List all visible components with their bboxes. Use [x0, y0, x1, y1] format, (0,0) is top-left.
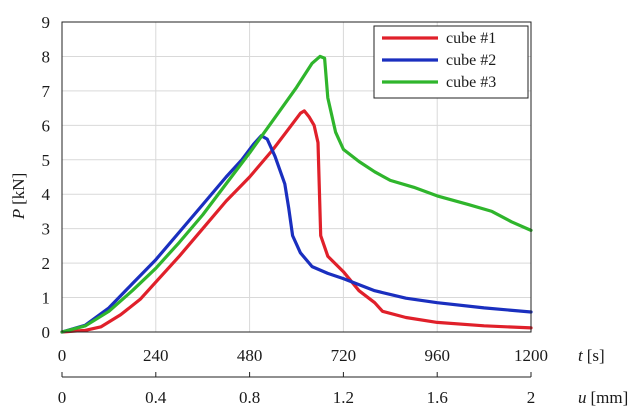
legend-label-1: cube #1 — [446, 30, 496, 47]
y-tick-label: 7 — [42, 82, 51, 101]
series-line-2 — [60, 134, 533, 334]
series-layer — [60, 54, 533, 334]
y-tick-label: 2 — [42, 254, 51, 273]
x-tick-label: 1200 — [514, 346, 548, 365]
x2-tick-label: 0.8 — [239, 388, 260, 407]
x2-axis-var: u — [578, 388, 587, 407]
secondary-x-axis: 0 0.4 0.8 1.2 1.6 2 — [58, 372, 536, 407]
y-tick-label: 8 — [42, 47, 51, 66]
x-tick-label: 720 — [331, 346, 357, 365]
x-axis-label: t [s] — [578, 346, 605, 365]
x2-tick-label: 1.2 — [333, 388, 354, 407]
x-tick-label: 960 — [424, 346, 450, 365]
x2-tick-label: 2 — [527, 388, 536, 407]
x-tick-label: 0 — [58, 346, 67, 365]
series-line-3 — [60, 54, 533, 334]
y-tick-label: 6 — [42, 116, 51, 135]
plot-frame — [61, 21, 532, 333]
x-tick-label: 480 — [237, 346, 263, 365]
y-tick-label: 4 — [42, 185, 51, 204]
legend: cube #1 cube #2 cube #3 — [373, 25, 529, 99]
x-axis-unit: [s] — [587, 346, 605, 365]
y-tick-label: 1 — [42, 289, 51, 308]
tick-labels: 0 1 2 3 4 5 6 7 8 9 0 240 480 720 960 1200 — [42, 13, 549, 365]
x2-tick-label: 0 — [58, 388, 67, 407]
y-tick-label: 0 — [42, 323, 51, 342]
x-tick-label: 240 — [143, 346, 169, 365]
x2-tick-label: 0.4 — [145, 388, 167, 407]
x2-axis-label: u [mm] — [578, 388, 628, 407]
y-tick-label: 5 — [42, 151, 51, 170]
x2-axis-unit: [mm] — [591, 388, 629, 407]
y-axis-label: P [kN] — [9, 173, 28, 221]
series-line-1 — [60, 109, 533, 334]
legend-label-2: cube #2 — [446, 52, 496, 69]
y-tick-label: 9 — [42, 13, 51, 32]
y-axis-var: P — [9, 209, 28, 220]
y-tick-label: 3 — [42, 220, 51, 239]
legend-label-3: cube #3 — [446, 74, 496, 91]
x-axis-var: t — [578, 346, 584, 365]
y-axis-unit: [kN] — [9, 173, 28, 205]
x2-tick-label: 1.6 — [427, 388, 448, 407]
